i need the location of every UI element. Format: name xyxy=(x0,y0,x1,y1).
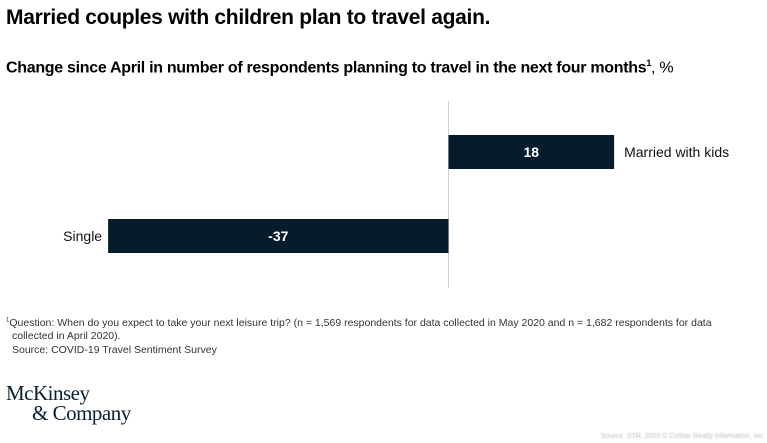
subtitle-footnote-marker: 1 xyxy=(646,58,652,68)
footnote: 1Question: When do you expect to take yo… xyxy=(6,314,766,357)
category-label-single: Single xyxy=(63,228,102,244)
data-label-single: -37 xyxy=(268,228,288,244)
footnote-source: Source: COVID-19 Travel Sentiment Survey xyxy=(12,343,217,356)
data-label-married-with-kids: 18 xyxy=(524,144,540,160)
chart-title: Married couples with children plan to tr… xyxy=(6,6,491,29)
footnote-line-2: collected in April 2020). xyxy=(12,330,121,342)
footnote-question: Question: When do you expect to take you… xyxy=(9,316,712,329)
logo-line-2: & Company xyxy=(32,401,131,425)
category-label-married-with-kids: Married with kids xyxy=(624,144,729,160)
image-credit: Source: STR. 2020 © CoStar Realty Inform… xyxy=(600,433,765,440)
subtitle-text: Change since April in number of responde… xyxy=(6,59,647,77)
logo-line-1: McKinsey xyxy=(6,381,90,405)
chart-subtitle: Change since April in number of responde… xyxy=(6,58,674,77)
bar-chart: 18 Married with kids -37 Single xyxy=(63,101,729,288)
footnote-marker: 1 xyxy=(6,317,10,323)
subtitle-unit: , % xyxy=(651,59,674,77)
bar-married-with-kids xyxy=(448,135,615,169)
mckinsey-logo: McKinsey & Company xyxy=(6,381,131,425)
bar-single xyxy=(108,219,449,253)
footnote-line-1: 1Question: When do you expect to take yo… xyxy=(6,317,712,329)
